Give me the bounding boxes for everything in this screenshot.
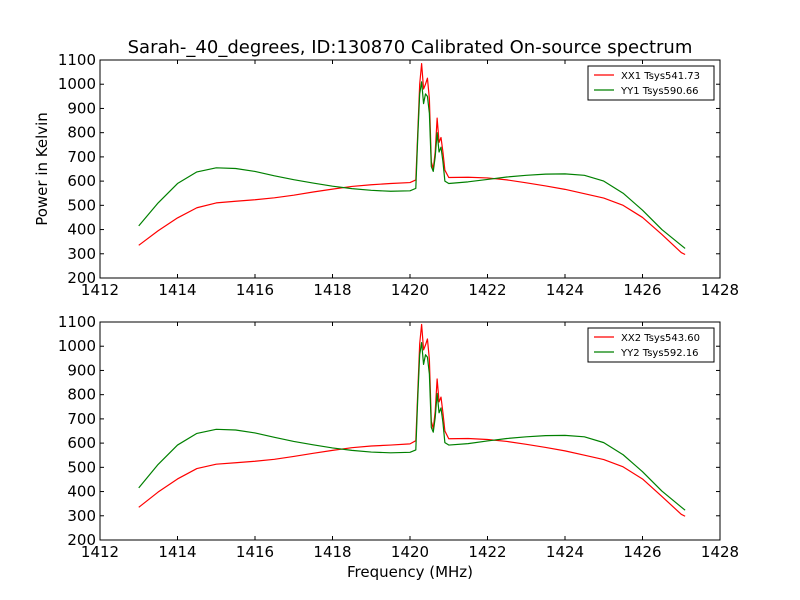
bottom-y-tick-label: 500 <box>67 458 96 476</box>
top-y-tick-label: 1000 <box>58 75 96 93</box>
bottom-x-tick-label: 1414 <box>158 543 196 561</box>
bottom-y-tick-label: 200 <box>67 531 96 549</box>
top-y-tick-label: 800 <box>67 124 96 142</box>
bottom-legend-label: XX2 Tsys543.60 <box>621 333 700 344</box>
top-y-tick-label: 300 <box>67 245 96 263</box>
bottom-panel: 1412 1414 1416 1418 1420 1422 1424 1426 1428 200 3… <box>58 313 739 561</box>
bottom-series-group <box>138 323 686 517</box>
bottom-y-tick-label: 1000 <box>58 337 96 355</box>
top-legend: XX1 Tsys541.73 YY1 Tsys590.66 <box>587 65 715 101</box>
top-legend-box <box>587 65 715 101</box>
bottom-y-tick-label: 1100 <box>58 313 96 331</box>
bottom-x-tick-label: 1426 <box>623 543 661 561</box>
bottom-x-tick-label: 1412 <box>81 543 119 561</box>
bottom-x-tick-label: 1424 <box>546 543 584 561</box>
top-y-tick-label: 700 <box>67 148 96 166</box>
bottom-y-tick-label: 600 <box>67 434 96 452</box>
top-x-tick-label: 1418 <box>313 281 351 299</box>
top-x-tick-label: 1416 <box>236 281 274 299</box>
bottom-y-tick-label: 700 <box>67 410 96 428</box>
top-y-tick-label: 400 <box>67 221 96 239</box>
x-axis-label: Frequency (MHz) <box>347 563 473 581</box>
bottom-legend-box <box>587 327 715 363</box>
top-y-tick-label: 1100 <box>58 51 96 69</box>
bottom-series-yy-line <box>138 341 686 511</box>
top-legend-label: YY1 Tsys590.66 <box>620 86 699 97</box>
top-y-tick-label: 600 <box>67 172 96 190</box>
top-x-tick-label: 1428 <box>701 281 739 299</box>
bottom-y-tick-label: 900 <box>67 361 96 379</box>
top-legend-label: XX1 Tsys541.73 <box>621 71 700 82</box>
bottom-x-tick-label: 1418 <box>313 543 351 561</box>
bottom-x-tick-label: 1416 <box>236 543 274 561</box>
bottom-x-tick-label: 1428 <box>701 543 739 561</box>
bottom-x-tick-label: 1422 <box>468 543 506 561</box>
top-series-xx-line <box>138 63 686 256</box>
top-x-tick-label: 1424 <box>546 281 584 299</box>
bottom-legend-label: YY2 Tsys592.16 <box>620 348 699 359</box>
top-x-tick-label: 1414 <box>158 281 196 299</box>
bottom-y-tick-label: 400 <box>67 483 96 501</box>
top-x-tick-label: 1422 <box>468 281 506 299</box>
figure-title: Sarah-_40_degrees, ID:130870 Calibrated … <box>128 37 693 58</box>
bottom-series-xx-line <box>138 323 686 517</box>
top-y-tick-label: 500 <box>67 196 96 214</box>
top-x-tick-label: 1412 <box>81 281 119 299</box>
top-x-tick-label: 1426 <box>623 281 661 299</box>
bottom-y-tick-label: 300 <box>67 507 96 525</box>
top-x-tick-label: 1420 <box>391 281 429 299</box>
top-y-tick-label: 200 <box>67 269 96 287</box>
top-panel: 1412 1414 1416 1418 1420 1422 1424 1426 1428 200 3… <box>58 51 739 299</box>
top-series-group <box>138 63 686 256</box>
bottom-legend: XX2 Tsys543.60 YY2 Tsys592.16 <box>587 327 715 363</box>
y-axis-label: Power in Kelvin <box>33 112 51 226</box>
bottom-y-tick-label: 800 <box>67 386 96 404</box>
top-series-yy-line <box>138 81 686 249</box>
bottom-x-tick-label: 1420 <box>391 543 429 561</box>
top-y-tick-label: 900 <box>67 99 96 117</box>
